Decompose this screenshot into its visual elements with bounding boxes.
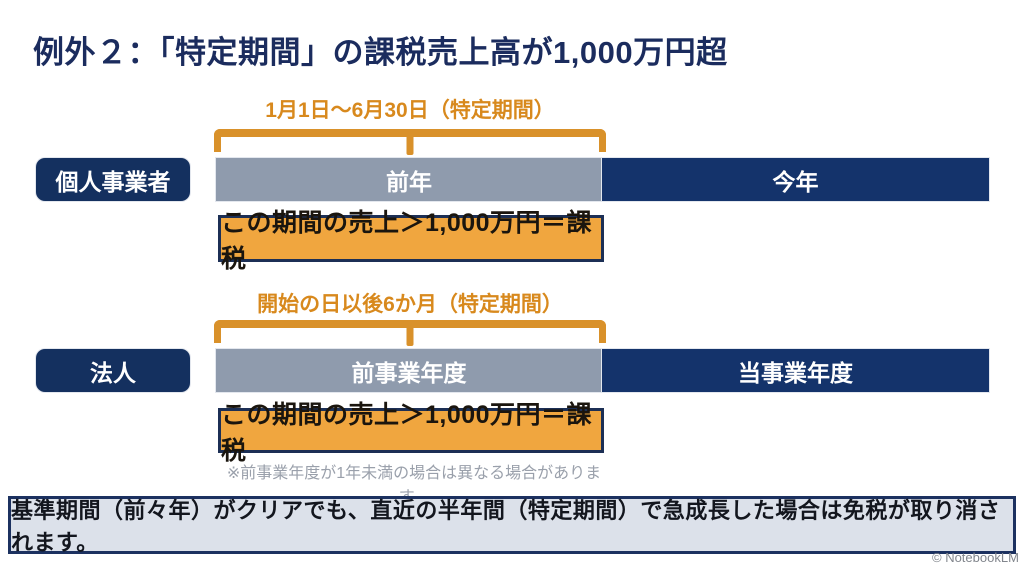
entity-label-individual: 個人事業者 (36, 158, 190, 201)
bar-current-fiscal-year: 当事業年度 (602, 349, 989, 392)
bracket-stem (406, 328, 414, 346)
taxation-callout-individual: この期間の売上＞1,000万円＝課税 (218, 209, 604, 273)
bar-previous-fiscal-year: 前事業年度 (216, 349, 602, 392)
bar-previous-year-individual: 前年 (216, 158, 602, 201)
entity-label-corporate: 法人 (36, 349, 190, 392)
taxation-callout-corporate: この期間の売上＞1,000万円＝課税 (218, 401, 604, 465)
footer-banner: 基準期間（前々年）がクリアでも、直近の半年間（特定期間）で急成長した場合は免税が… (8, 496, 1016, 555)
specified-period-label-individual: 1月1日〜6月30日（特定期間） (265, 99, 555, 122)
notebooklm-watermark: © NotebookLM (932, 550, 1019, 564)
specified-period-label-corporate: 開始の日以後6か月（特定期間） (257, 293, 563, 316)
bracket-stem (406, 137, 414, 155)
specified-period-bracket-corporate (214, 320, 606, 346)
bar-current-year-individual: 今年 (602, 158, 989, 201)
slide-title: 例外２：「特定期間」の課税売上高が1,000万円超 (33, 35, 728, 70)
specified-period-bracket-individual (214, 129, 606, 155)
